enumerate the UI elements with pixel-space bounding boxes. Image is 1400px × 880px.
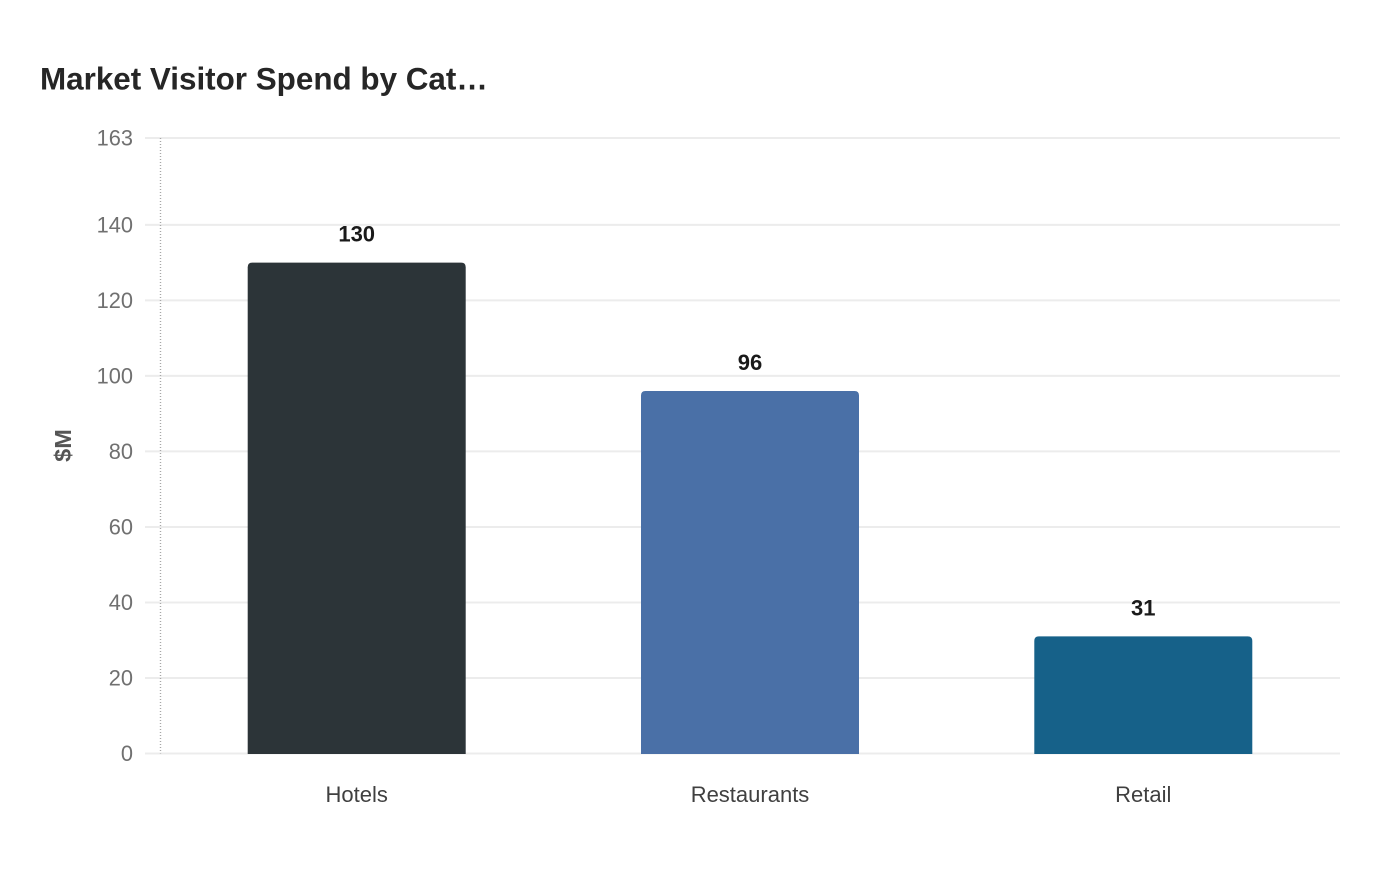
- svg-text:$M: $M: [50, 429, 76, 462]
- svg-text:60: 60: [109, 515, 133, 540]
- svg-text:100: 100: [97, 364, 133, 389]
- svg-text:40: 40: [109, 590, 133, 615]
- svg-text:20: 20: [109, 666, 133, 691]
- svg-text:140: 140: [97, 213, 133, 238]
- svg-text:31: 31: [1131, 595, 1155, 620]
- svg-text:Hotels: Hotels: [326, 782, 388, 807]
- svg-text:Retail: Retail: [1115, 782, 1171, 807]
- svg-text:Restaurants: Restaurants: [691, 782, 810, 807]
- svg-text:80: 80: [109, 439, 133, 464]
- svg-text:96: 96: [738, 350, 762, 375]
- svg-text:130: 130: [338, 222, 375, 247]
- svg-text:120: 120: [97, 288, 133, 313]
- svg-text:Market Visitor Spend by Cat…: Market Visitor Spend by Cat…: [40, 62, 488, 97]
- svg-text:0: 0: [121, 741, 133, 766]
- svg-text:163: 163: [97, 126, 133, 151]
